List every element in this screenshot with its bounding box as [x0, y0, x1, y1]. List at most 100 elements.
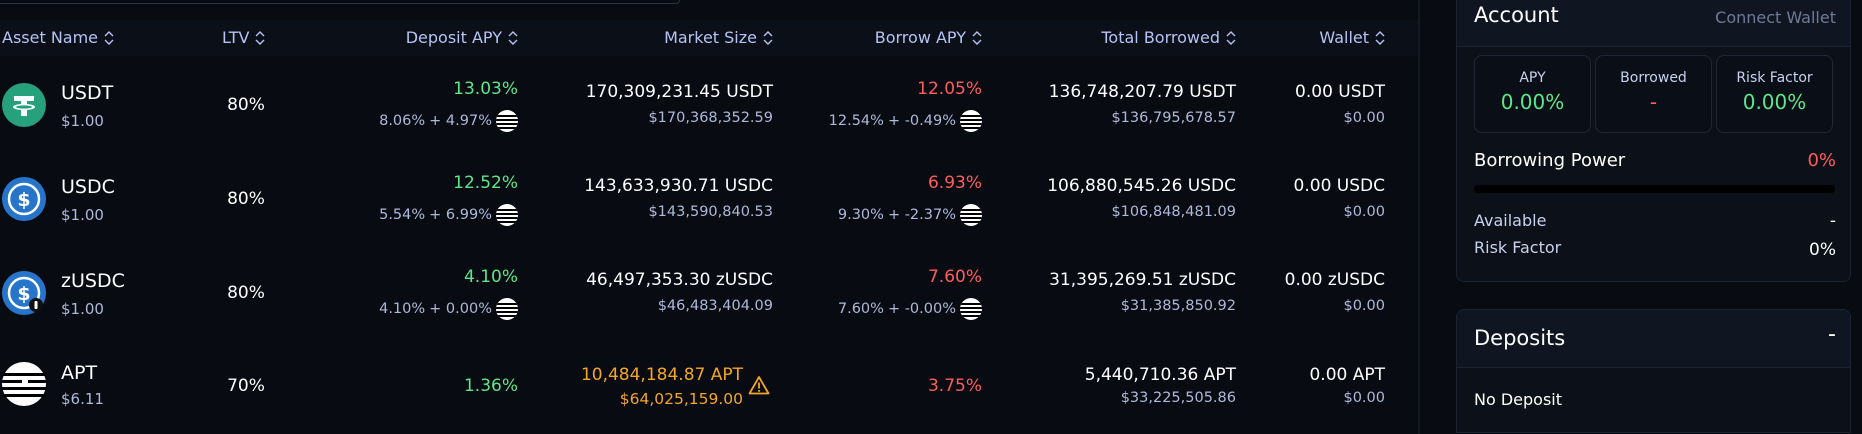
market-size: 170,309,231.45 USDT	[585, 82, 773, 102]
ltv-value: 80%	[227, 189, 265, 209]
deposit-base-apy: 4.10%	[379, 301, 426, 317]
asset-price: $1.00	[61, 206, 104, 224]
borrow-base-apy: 9.30%	[837, 207, 884, 223]
stat-value: 0.00%	[1742, 90, 1807, 114]
header-total-borrowed[interactable]: Total Borrowed	[1101, 28, 1236, 47]
aptos-reward-icon	[960, 110, 982, 132]
market-size: 10,484,184.87 APT	[580, 365, 743, 385]
collapse-toggle[interactable]: -	[1828, 322, 1836, 347]
asset-price: $1.00	[61, 300, 104, 318]
market-size: 46,497,353.30 zUSDC	[586, 270, 773, 290]
deposit-apy-breakdown: 4.10% + 0.00%	[379, 298, 518, 320]
market-size-usd: $143,590,840.53	[648, 204, 773, 220]
svg-text:$: $	[17, 189, 30, 211]
header-deposit-apy[interactable]: Deposit APY	[406, 28, 518, 47]
ltv-value: 80%	[227, 95, 265, 115]
borrow-reward-apy: + -0.49%	[887, 113, 956, 129]
borrow-base-apy: 7.60%	[837, 301, 884, 317]
header-ltv[interactable]: LTV	[222, 28, 265, 47]
available-value: -	[1829, 211, 1836, 231]
asset-symbol: USDC	[61, 176, 115, 198]
deposit-apy-breakdown: 8.06% + 4.97%	[379, 110, 518, 132]
borrow-apy: 6.93%	[927, 173, 982, 193]
market-size-usd: $46,483,404.09	[657, 298, 773, 314]
wallet-balance-usd: $0.00	[1343, 110, 1385, 126]
table-row[interactable]: $ zUSDC $1.00 80% 4.10% 4.10% + 0.00% 46…	[0, 246, 1418, 340]
header-borrow-apy[interactable]: Borrow APY	[875, 28, 982, 47]
risk-factor-value: 0%	[1809, 240, 1836, 260]
aptos-reward-icon	[496, 204, 518, 226]
asset-symbol: zUSDC	[61, 270, 125, 292]
borrow-base-apy: 12.54%	[828, 113, 884, 129]
table-row[interactable]: $ USDC $1.00 80% 12.52% 5.54% + 6.99% 14…	[0, 152, 1418, 246]
borrow-apy-breakdown: 9.30% + -2.37%	[838, 204, 982, 226]
account-title: Account	[1474, 3, 1559, 27]
table-row[interactable]: USDT $1.00 80% 13.03% 8.06% + 4.97% 170,…	[0, 58, 1418, 152]
deposit-apy: 4.10%	[463, 267, 518, 287]
no-deposit-text: No Deposit	[1474, 390, 1563, 409]
total-borrowed-usd: $33,225,505.86	[1120, 390, 1236, 406]
market-size: 143,633,930.71 USDC	[584, 176, 773, 196]
sort-icon	[508, 30, 518, 45]
wallet-balance-usd: $0.00	[1343, 204, 1385, 220]
aptos-reward-icon	[496, 110, 518, 132]
asset-symbol: USDT	[61, 82, 114, 104]
sort-icon	[255, 30, 265, 45]
deposits-header[interactable]: Deposits -	[1457, 310, 1850, 368]
sort-icon	[1226, 30, 1236, 45]
deposit-apy-breakdown: 5.54% + 6.99%	[379, 204, 518, 226]
account-panel: Account Connect Wallet APY 0.00% Borrowe…	[1456, 0, 1851, 282]
deposit-reward-apy: + 0.00%	[429, 301, 492, 317]
borrow-apy-breakdown: 12.54% + -0.49%	[829, 110, 982, 132]
deposit-apy: 12.52%	[453, 173, 518, 193]
risk-factor-stat: Risk Factor 0.00%	[1716, 55, 1833, 133]
usdt-logo-icon	[2, 83, 46, 127]
sort-icon	[763, 30, 773, 45]
borrowing-power-label: Borrowing Power	[1474, 150, 1626, 171]
borrow-reward-apy: + -0.00%	[887, 301, 956, 317]
table-row[interactable]: APT $6.11 70% 1.36% 10,484,184.87 APT $6…	[0, 340, 1418, 434]
deposit-base-apy: 5.54%	[379, 207, 426, 223]
aptos-reward-icon	[496, 298, 518, 320]
usdc-logo-icon: $	[2, 177, 46, 221]
deposit-reward-apy: + 6.99%	[429, 207, 492, 223]
sort-icon	[104, 30, 114, 45]
asset-price: $1.00	[61, 112, 104, 130]
wallet-balance-usd: $0.00	[1343, 298, 1385, 314]
total-borrowed: 136,748,207.79 USDT	[1048, 82, 1236, 102]
market-size-usd: $170,368,352.59	[648, 110, 773, 126]
borrowing-power-bar	[1474, 185, 1835, 193]
borrow-reward-apy: + -2.37%	[887, 207, 956, 223]
deposit-apy: 13.03%	[453, 79, 518, 99]
header-asset-name[interactable]: Asset Name	[2, 28, 114, 47]
borrow-apy-breakdown: 7.60% + -0.00%	[838, 298, 982, 320]
header-market-size[interactable]: Market Size	[664, 28, 773, 47]
market-size-usd: $64,025,159.00	[619, 390, 743, 408]
borrow-apy: 7.60%	[927, 267, 982, 287]
stat-label: Risk Factor	[1736, 70, 1813, 86]
ltv-value: 70%	[227, 376, 265, 396]
header-wallet[interactable]: Wallet	[1319, 28, 1385, 47]
account-header: Account Connect Wallet	[1457, 0, 1850, 47]
total-borrowed: 106,880,545.26 USDC	[1047, 176, 1236, 196]
svg-text:$: $	[17, 283, 30, 305]
table-header: Asset Name LTV Deposit APY Market Size B…	[0, 20, 1418, 56]
stat-label: APY	[1519, 70, 1546, 86]
deposits-panel: Deposits - No Deposit	[1456, 309, 1851, 433]
stat-label: Borrowed	[1620, 70, 1687, 86]
borrow-apy: 12.05%	[917, 79, 982, 99]
warning-icon[interactable]	[748, 375, 770, 399]
connect-wallet-button[interactable]: Connect Wallet	[1715, 8, 1836, 27]
zusdc-logo-icon: $	[2, 271, 46, 315]
total-borrowed-usd: $31,385,850.92	[1120, 298, 1236, 314]
deposit-apy: 1.36%	[463, 376, 518, 396]
market-table: Asset Name LTV Deposit APY Market Size B…	[0, 0, 1420, 434]
deposit-base-apy: 8.06%	[379, 113, 426, 129]
apy-stat: APY 0.00%	[1474, 55, 1591, 133]
sort-icon	[972, 30, 982, 45]
wallet-balance: 0.00 zUSDC	[1284, 270, 1385, 290]
total-borrowed-usd: $106,848,481.09	[1111, 204, 1236, 220]
asset-price: $6.11	[61, 390, 104, 408]
sort-icon	[1375, 30, 1385, 45]
aptos-reward-icon	[960, 298, 982, 320]
